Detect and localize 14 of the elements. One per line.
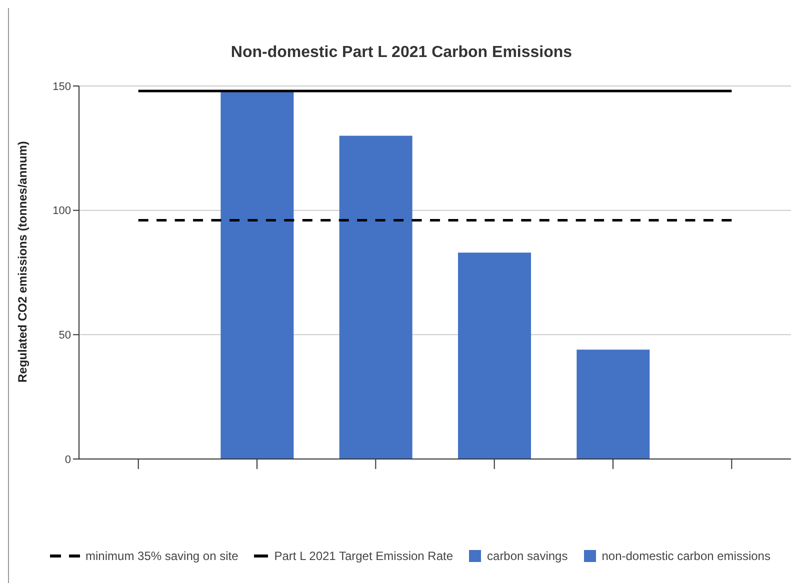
legend-label: carbon savings	[487, 549, 568, 563]
legend-label: minimum 35% saving on site	[86, 549, 238, 563]
y-tick-label: 50	[58, 330, 71, 342]
bar	[339, 136, 412, 459]
y-axis-title: Regulated CO2 emissions (tonnes/annum)	[15, 141, 30, 382]
legend-label: non-domestic carbon emissions	[602, 549, 770, 563]
bar	[220, 90, 294, 459]
y-tick-label: 100	[52, 205, 71, 218]
legend-label: Part L 2021 Target Emission Rate	[274, 549, 454, 563]
y-tick-label: 150	[52, 80, 71, 93]
chart-title: Non-domestic Part L 2021 Carbon Emissions	[230, 44, 574, 62]
y-tick-label: 0	[64, 454, 71, 466]
bar	[458, 252, 531, 459]
bar	[576, 350, 650, 459]
